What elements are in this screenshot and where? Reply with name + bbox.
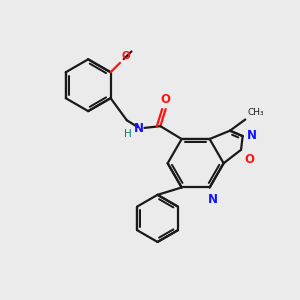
Text: O: O <box>161 93 171 106</box>
Text: H: H <box>124 129 132 139</box>
Text: O: O <box>244 153 255 166</box>
Text: N: N <box>208 193 218 206</box>
Text: O: O <box>122 51 130 61</box>
Text: CH₃: CH₃ <box>248 108 264 117</box>
Text: N: N <box>134 122 144 135</box>
Text: N: N <box>247 129 256 142</box>
